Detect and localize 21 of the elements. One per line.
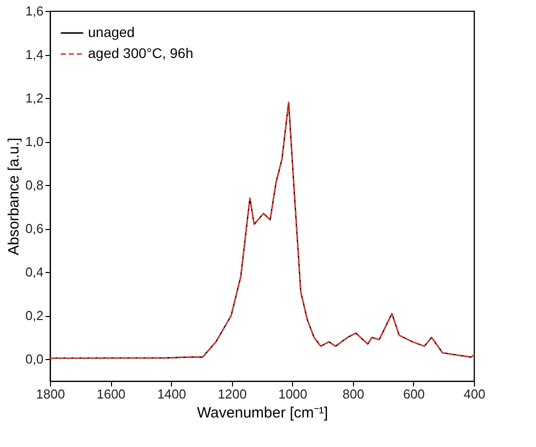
y-tick-label: 0,6	[25, 221, 44, 236]
x-tick-label: 800	[342, 386, 364, 402]
legend-label: unaged	[88, 24, 135, 40]
y-tick-label: 0,4	[25, 264, 44, 280]
y-tick-label: 1,4	[25, 47, 44, 62]
x-tick-label: 1800	[36, 386, 65, 402]
y-tick-label: 0,8	[25, 178, 44, 193]
y-tick-label: 0,2	[25, 308, 44, 324]
y-axis-title: Absorbance [a.u.]	[5, 138, 22, 256]
legend-label: aged 300°C, 96h	[88, 45, 194, 61]
x-tick-label: 1000	[278, 386, 308, 402]
x-tick-label: 1200	[218, 386, 247, 402]
y-tick-label: 1,2	[25, 90, 44, 106]
x-tick-label: 400	[464, 386, 486, 402]
y-tick-label: 1,6	[25, 4, 44, 18]
y-tick-label: 0,0	[25, 352, 44, 367]
y-tick-label: 1,0	[25, 134, 44, 150]
x-axis-title: Wavenumber [cm⁻¹]	[196, 404, 328, 422]
x-tick-label: 600	[403, 386, 425, 402]
x-tick-label: 1600	[96, 386, 126, 402]
x-tick-label: 1400	[157, 386, 186, 402]
